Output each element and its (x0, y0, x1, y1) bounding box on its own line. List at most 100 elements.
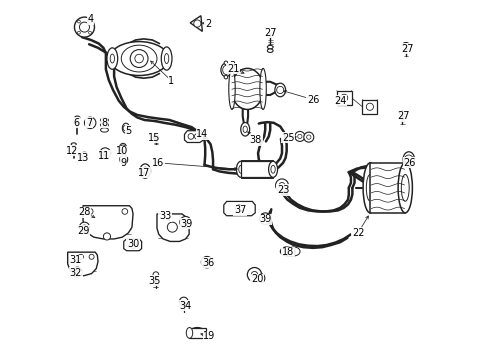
Ellipse shape (228, 68, 235, 109)
Bar (241, 161, 272, 177)
Circle shape (235, 205, 242, 212)
Circle shape (153, 272, 159, 278)
Ellipse shape (402, 152, 414, 167)
Circle shape (259, 213, 270, 224)
Circle shape (294, 131, 304, 141)
Text: 14: 14 (196, 129, 208, 139)
Text: 23: 23 (276, 185, 289, 195)
Circle shape (84, 117, 96, 129)
Ellipse shape (101, 123, 108, 127)
Text: 1: 1 (168, 76, 174, 86)
Circle shape (75, 270, 80, 274)
Polygon shape (224, 202, 255, 216)
Circle shape (89, 254, 94, 259)
Text: 34: 34 (179, 301, 191, 311)
Text: 6: 6 (73, 118, 80, 128)
Circle shape (279, 183, 285, 188)
Circle shape (78, 254, 83, 259)
Circle shape (275, 179, 288, 192)
Ellipse shape (186, 328, 192, 338)
Circle shape (404, 155, 412, 163)
Ellipse shape (268, 161, 277, 177)
Text: 39: 39 (180, 219, 192, 229)
Ellipse shape (142, 167, 148, 175)
Circle shape (87, 208, 93, 214)
Ellipse shape (267, 45, 272, 49)
Circle shape (180, 216, 191, 228)
Ellipse shape (399, 111, 405, 115)
Text: 12: 12 (66, 146, 79, 156)
Bar (189, 328, 205, 338)
Circle shape (87, 120, 93, 125)
Circle shape (100, 148, 110, 158)
Ellipse shape (274, 83, 285, 97)
Text: 27: 27 (400, 44, 412, 54)
Text: 18: 18 (282, 247, 294, 257)
Text: 20: 20 (250, 274, 263, 284)
Ellipse shape (180, 302, 186, 306)
Text: 21: 21 (226, 64, 239, 73)
Ellipse shape (243, 126, 247, 132)
Bar (336, 91, 351, 105)
Circle shape (247, 267, 261, 282)
Ellipse shape (81, 157, 87, 161)
Ellipse shape (221, 63, 230, 77)
Ellipse shape (238, 165, 243, 173)
Polygon shape (190, 16, 202, 31)
Circle shape (123, 125, 128, 131)
Text: 11: 11 (98, 151, 110, 161)
Circle shape (82, 225, 86, 229)
Text: 8: 8 (101, 118, 107, 128)
Circle shape (74, 17, 94, 37)
Circle shape (366, 103, 373, 111)
Text: 27: 27 (264, 28, 276, 38)
Ellipse shape (75, 116, 80, 119)
Text: 39: 39 (259, 214, 271, 224)
Circle shape (120, 145, 125, 151)
Circle shape (204, 260, 209, 265)
Bar (362, 100, 377, 114)
Ellipse shape (240, 122, 249, 136)
Ellipse shape (267, 49, 272, 53)
Ellipse shape (280, 247, 292, 256)
Ellipse shape (122, 123, 129, 133)
Circle shape (306, 135, 310, 139)
Circle shape (193, 20, 201, 27)
Ellipse shape (258, 274, 264, 283)
Ellipse shape (81, 152, 87, 157)
Ellipse shape (121, 45, 157, 72)
Circle shape (80, 222, 89, 232)
Circle shape (194, 134, 200, 139)
Ellipse shape (366, 175, 373, 201)
Ellipse shape (140, 164, 150, 178)
Bar (241, 177, 272, 178)
Circle shape (130, 50, 148, 67)
Text: 9: 9 (121, 158, 126, 168)
Circle shape (88, 20, 91, 23)
Circle shape (167, 222, 177, 232)
Circle shape (262, 216, 267, 221)
Circle shape (103, 151, 107, 156)
Ellipse shape (363, 163, 377, 213)
Circle shape (122, 208, 127, 214)
Bar (369, 163, 405, 213)
Circle shape (135, 54, 143, 63)
Ellipse shape (231, 68, 263, 109)
Text: 4: 4 (87, 14, 93, 24)
Text: 33: 33 (159, 211, 171, 221)
Text: 3: 3 (228, 62, 235, 71)
Circle shape (340, 94, 347, 102)
Ellipse shape (101, 128, 108, 132)
Text: 15: 15 (148, 133, 161, 143)
Text: 26: 26 (306, 95, 319, 105)
Circle shape (179, 297, 188, 306)
Ellipse shape (107, 48, 118, 69)
Ellipse shape (120, 154, 127, 164)
Bar (286, 247, 293, 256)
Polygon shape (123, 239, 142, 251)
Circle shape (188, 134, 193, 139)
Text: 19: 19 (203, 332, 215, 342)
Text: 28: 28 (78, 207, 90, 217)
Text: 31: 31 (70, 255, 82, 265)
Ellipse shape (236, 161, 245, 177)
